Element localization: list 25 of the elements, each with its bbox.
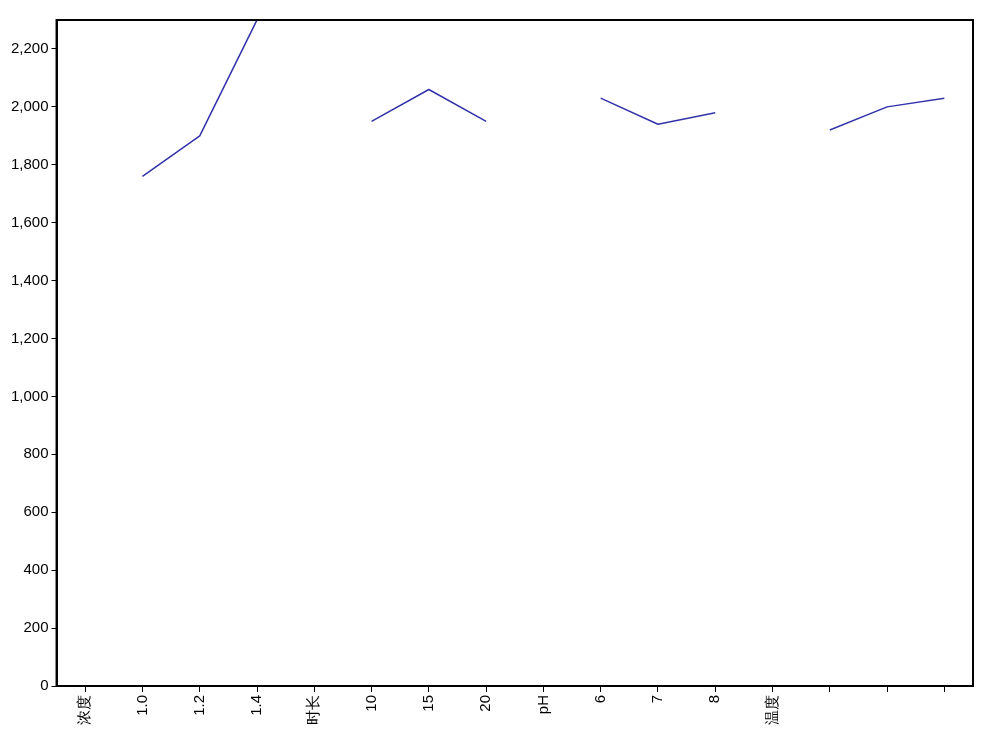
y-tick-label: 2,000: [10, 97, 49, 115]
x-tick-label: 20: [476, 695, 494, 712]
x-tick-label: 时长: [304, 695, 322, 725]
x-tick-label: 温度: [762, 695, 780, 725]
y-tick-label: 1,800: [10, 154, 49, 172]
y-tick-label: 400: [23, 560, 49, 578]
y-tick-label: 1,600: [10, 212, 49, 230]
x-tick-label: 6: [590, 695, 608, 704]
x-tick-label: 7: [648, 695, 666, 704]
x-tick-label: 1.2: [189, 695, 207, 716]
x-tick-label: 10: [361, 695, 379, 712]
y-tick-label: 1,200: [10, 328, 49, 346]
y-tick-label: 1,000: [10, 386, 49, 404]
y-tick-label: 600: [23, 502, 49, 520]
x-tick-label: 8: [705, 695, 723, 704]
x-tick-label: 1.4: [247, 695, 265, 716]
y-tick-label: 1,400: [10, 270, 49, 288]
y-tick-label: 2,200: [10, 39, 49, 57]
y-tick-label: 0: [40, 676, 49, 694]
x-tick-label: 15: [418, 695, 436, 712]
x-tick-label: 1.0: [132, 695, 150, 716]
x-tick-label: 浓度: [75, 695, 93, 725]
x-tick-label: pH: [533, 695, 551, 715]
y-tick-label: 200: [23, 618, 49, 636]
y-tick-label: 800: [23, 444, 49, 462]
